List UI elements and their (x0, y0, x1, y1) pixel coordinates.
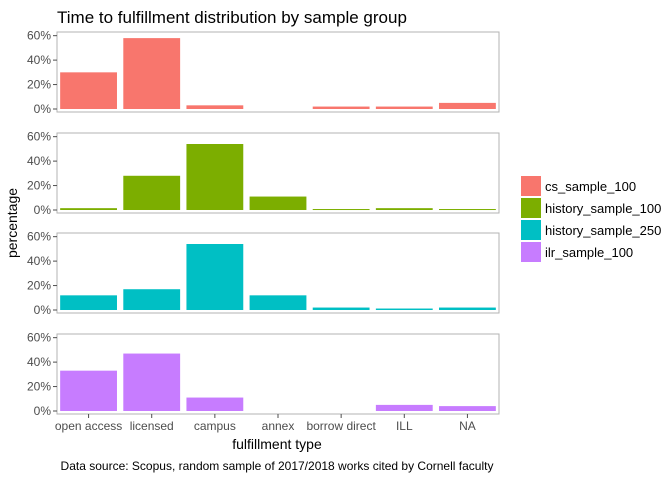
bar-history_sample_100-ILL (375, 208, 433, 210)
x-axis-title: fulfillment type (232, 436, 322, 452)
x-tick-label: annex (262, 419, 295, 433)
bar-ilr_sample_100-NA (439, 406, 496, 411)
bar-history_sample_100-borrow-direct (312, 209, 370, 211)
panel-history_sample_250: 0% 20% 40% 60% (27, 230, 500, 317)
legend-label-history_sample_100: history_sample_100 (545, 201, 661, 216)
y-tick-label: 60% (27, 29, 51, 43)
legend-label-history_sample_250: history_sample_250 (545, 223, 661, 238)
x-tick-label: borrow direct (306, 419, 376, 433)
x-tick-label: NA (459, 419, 476, 433)
y-tick-label: 20% (27, 179, 51, 193)
bar-ilr_sample_100-open-access (60, 370, 117, 411)
bar-cs_sample_100-borrow-direct (312, 106, 370, 109)
y-tick-label: 20% (27, 279, 51, 293)
y-tick-label: 60% (27, 130, 51, 144)
bar-history_sample_250-annex (249, 295, 307, 310)
y-tick-label: 0% (34, 203, 52, 217)
bar-ilr_sample_100-licensed (123, 353, 181, 411)
bar-history_sample_250-NA (439, 307, 496, 310)
y-tick-label: 20% (27, 78, 51, 92)
bar-ilr_sample_100-ILL (375, 404, 433, 411)
legend-swatch-cs_sample_100 (521, 176, 541, 196)
bar-history_sample_100-campus (186, 144, 244, 210)
panels: 0% 20% 40% 60% 0% 20% 40% 60% 0% 20% 40% 60% 0% 20% 40… (27, 29, 500, 418)
bar-cs_sample_100-licensed (123, 38, 181, 109)
y-tick-label: 40% (27, 254, 51, 268)
bar-history_sample_100-NA (439, 209, 496, 211)
y-tick-label: 40% (27, 53, 51, 67)
legend-label-ilr_sample_100: ilr_sample_100 (545, 245, 633, 260)
caption: Data source: Scopus, random sample of 20… (61, 459, 494, 473)
y-tick-label: 0% (34, 102, 52, 116)
y-tick-label: 0% (34, 404, 52, 418)
bar-history_sample_250-ILL (375, 308, 433, 310)
x-tick-label: licensed (130, 419, 174, 433)
panel-history_sample_100: 0% 20% 40% 60% (27, 130, 500, 217)
y-tick-label: 60% (27, 331, 51, 345)
bar-history_sample_100-open-access (60, 208, 117, 210)
legend-swatch-history_sample_100 (521, 198, 541, 218)
bar-history_sample_250-campus (186, 244, 244, 310)
bar-history_sample_100-licensed (123, 175, 181, 210)
bar-history_sample_250-open-access (60, 295, 117, 310)
legend: cs_sample_100 history_sample_100 history_s… (521, 176, 661, 262)
bar-history_sample_100-annex (249, 196, 307, 210)
bar-cs_sample_100-open-access (60, 72, 117, 109)
legend-swatch-history_sample_250 (521, 220, 541, 240)
y-tick-label: 40% (27, 355, 51, 369)
x-tick-label: open access (55, 419, 122, 433)
bar-cs_sample_100-NA (439, 102, 496, 109)
y-tick-label: 60% (27, 230, 51, 244)
y-tick-label: 40% (27, 154, 51, 168)
y-tick-label: 20% (27, 380, 51, 394)
bar-cs_sample_100-campus (186, 105, 244, 109)
panel-cs_sample_100: 0% 20% 40% 60% (27, 29, 500, 116)
bar-cs_sample_100-ILL (375, 106, 433, 109)
legend-swatch-ilr_sample_100 (521, 242, 541, 262)
panel-ilr_sample_100: 0% 20% 40% 60% (27, 331, 500, 418)
y-axis-title: percentage (4, 188, 20, 258)
chart-title: Time to fulfillment distribution by samp… (57, 8, 407, 27)
y-tick-label: 0% (34, 303, 52, 317)
x-tick-label: ILL (396, 419, 413, 433)
bar-history_sample_250-licensed (123, 289, 181, 310)
x-axis-ticks: open access licensed campus annex borrow dir… (55, 414, 476, 433)
bar-ilr_sample_100-campus (186, 397, 244, 411)
x-tick-label: campus (194, 419, 236, 433)
legend-label-cs_sample_100: cs_sample_100 (545, 179, 636, 194)
bar-history_sample_250-borrow-direct (312, 307, 370, 310)
